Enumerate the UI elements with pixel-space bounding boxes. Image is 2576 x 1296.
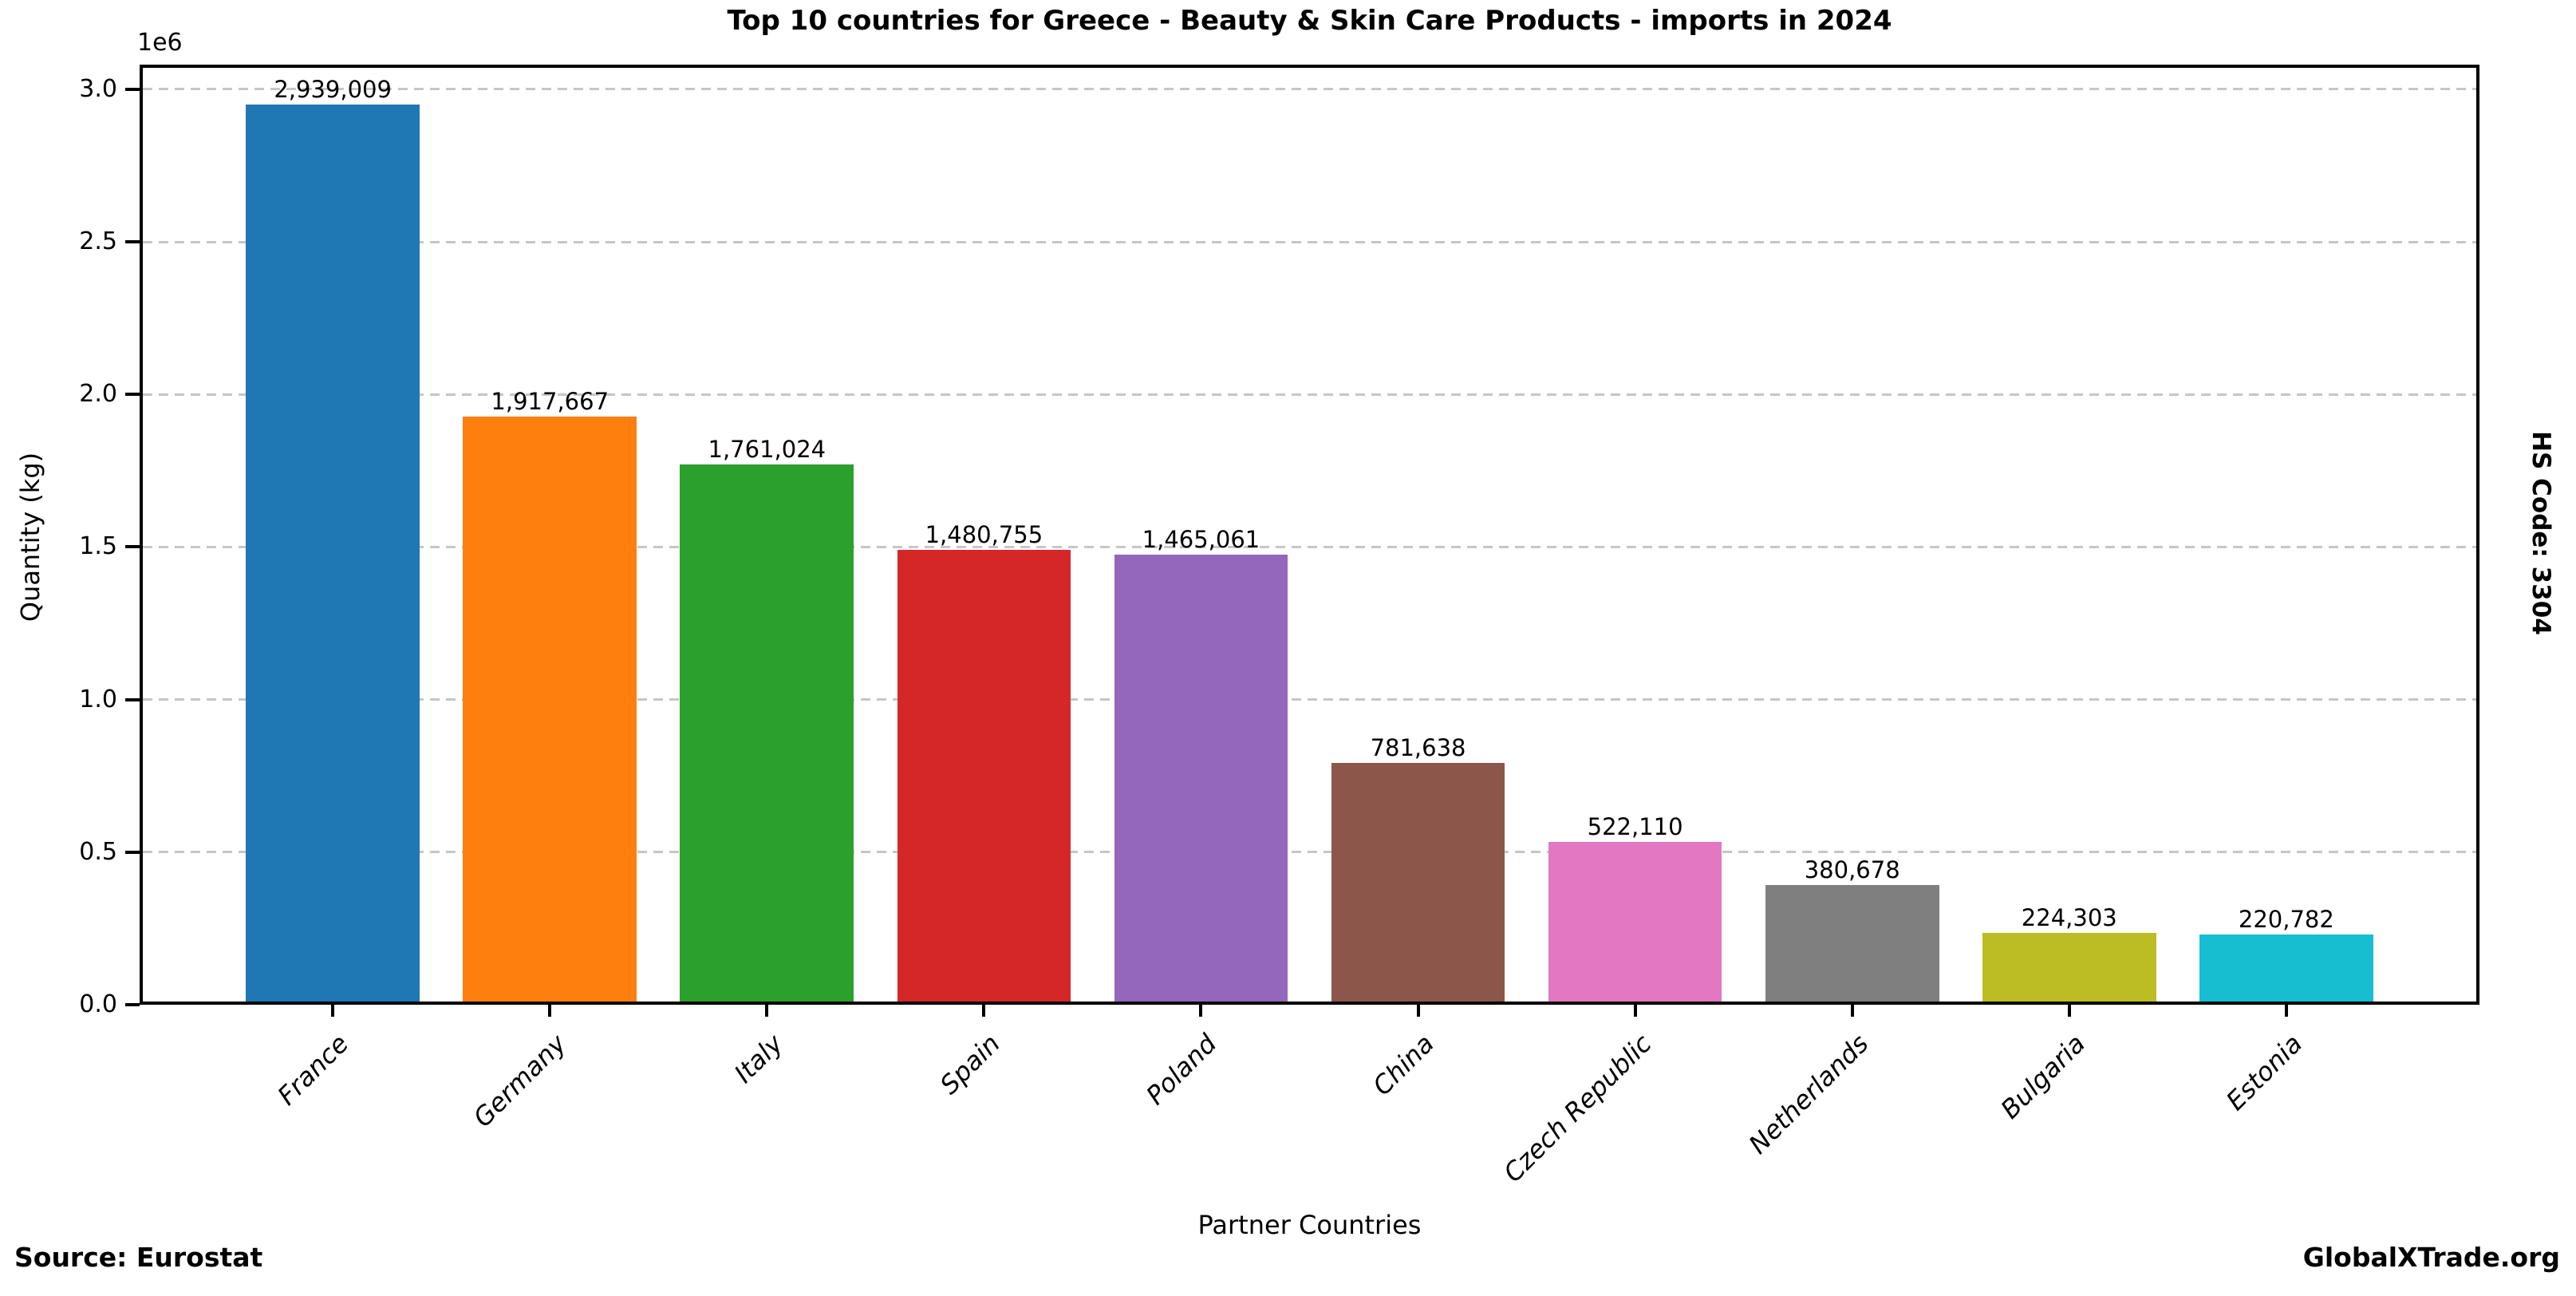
x-tick-mark — [2284, 1005, 2288, 1017]
x-tick-label: Poland — [813, 1024, 1223, 1111]
bar-poland — [1114, 554, 1288, 1002]
x-tick-label: Italy — [379, 1024, 789, 1089]
gridline-2.0 — [143, 393, 2476, 396]
x-tick-label-text: Estonia — [2220, 1028, 2309, 1116]
y-tick-mark — [125, 697, 140, 701]
plot-area — [140, 65, 2479, 1005]
x-tick-label-text: Spain — [933, 1028, 1006, 1100]
y-tick-mark — [125, 850, 140, 854]
x-tick-mark — [1633, 1005, 1637, 1017]
x-tick-label-text: Germany — [467, 1028, 572, 1133]
x-tick-label: Czech Republic — [1248, 1024, 1657, 1188]
y-tick-mark — [125, 393, 140, 397]
x-tick-mark — [982, 1005, 986, 1017]
source-attribution: Source: Eurostat — [14, 1242, 263, 1273]
y-tick-mark — [125, 240, 140, 244]
x-tick-mark — [1416, 1005, 1420, 1017]
bar-china — [1331, 763, 1505, 1002]
bar-italy — [680, 464, 854, 1002]
x-tick-label-text: Netherlands — [1742, 1028, 1875, 1160]
x-tick-label: Bulgaria — [1682, 1024, 2091, 1125]
x-tick-label-text: Czech Republic — [1497, 1028, 1658, 1188]
y-tick-mark — [125, 87, 140, 91]
y-tick-label: 2.5 — [79, 227, 117, 256]
gridline-3.0 — [143, 88, 2476, 91]
y-tick-mark — [125, 545, 140, 549]
y-tick-mark — [125, 1003, 140, 1006]
chart-title: Top 10 countries for Greece - Beauty & S… — [727, 5, 1892, 37]
x-tick-mark — [2067, 1005, 2071, 1017]
gridline-1.0 — [143, 698, 2476, 701]
x-tick-label-text: Italy — [728, 1028, 789, 1089]
y-axis-offset-text: 1e6 — [137, 29, 183, 57]
x-tick-mark — [765, 1005, 769, 1017]
x-tick-label-text: Bulgaria — [1994, 1028, 2092, 1125]
x-tick-label: Netherlands — [1465, 1024, 1874, 1160]
x-tick-label: Germany — [162, 1024, 571, 1133]
bar-estonia — [2199, 934, 2373, 1002]
y-tick-label: 3.0 — [79, 74, 117, 103]
x-tick-label: Spain — [596, 1024, 1006, 1100]
bar-czech-republic — [1548, 842, 1722, 1002]
brand-watermark: GlobalXTrade.org — [2302, 1242, 2560, 1273]
gridline-0.5 — [143, 851, 2476, 854]
gridline-2.5 — [143, 240, 2476, 243]
x-tick-label-text: France — [271, 1028, 355, 1112]
hs-code-side-label: HS Code: 3304 — [2527, 431, 2555, 635]
gridline-1.5 — [143, 545, 2476, 548]
x-tick-mark — [331, 1005, 335, 1017]
y-axis-title: Quantity (kg) — [15, 452, 45, 622]
x-tick-label: China — [1031, 1024, 1440, 1102]
x-tick-mark — [548, 1005, 552, 1017]
bar-netherlands — [1765, 885, 1939, 1002]
x-tick-label: Estonia — [1899, 1024, 2308, 1116]
x-tick-label-text: Poland — [1140, 1028, 1223, 1111]
x-axis-title: Partner Countries — [1197, 1210, 1422, 1240]
x-tick-label: France — [0, 1024, 355, 1112]
x-tick-mark — [1199, 1005, 1203, 1017]
y-tick-label: 0.5 — [79, 837, 117, 866]
bar-spain — [897, 549, 1071, 1002]
x-tick-label-text: China — [1367, 1028, 1440, 1102]
x-tick-mark — [1850, 1005, 1854, 1017]
bar-france — [246, 105, 420, 1002]
y-tick-label: 0.0 — [79, 990, 117, 1018]
bar-bulgaria — [1982, 933, 2156, 1002]
bar-germany — [463, 416, 637, 1002]
